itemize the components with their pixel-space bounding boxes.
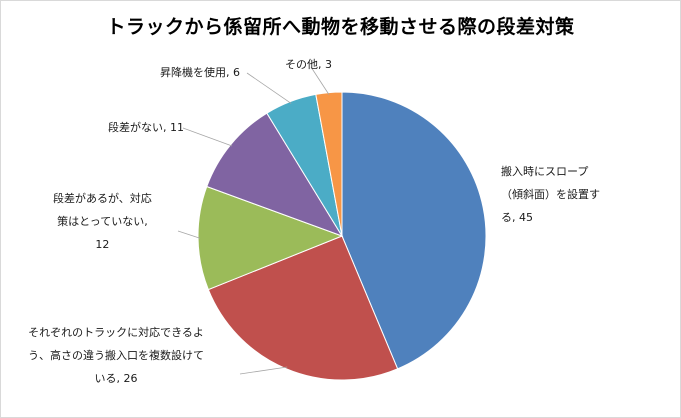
slice-label-line: 12 [95,238,110,251]
slice-label-line: 昇降機を使用, 6 [160,66,240,79]
slice-label-line: う、高さの違う搬入口を複数設けて [28,349,204,362]
chart-title: トラックから係留所へ動物を移動させる際の段差対策 [106,16,575,38]
leader-line-no-step [182,127,233,147]
pie-slice-multiple-entrances [207,235,399,381]
slice-label-no-step: 段差がない, 11 [108,116,184,139]
pie-slice-slope [341,91,487,370]
leader-line-other [310,66,330,95]
slice-label-line: る, 45 [501,211,533,224]
slice-label-line: （傾斜面）を設置す [501,188,600,201]
leader-line-multiple-entrances [239,366,288,375]
slice-label-line: 段差がない, 11 [108,121,184,134]
slice-label-multiple-entrances: それぞれのトラックに対応できるよ う、高さの違う搬入口を複数設けて いる, 26 [28,321,204,390]
slice-label-line: その他, 3 [285,58,332,71]
pie-slice-no-countermeasure [197,185,344,291]
slice-label-line: いる, 26 [94,372,138,385]
pie-slice-other [315,91,343,237]
slice-label-line: 段差があるが、対応 [53,192,152,205]
slice-label-line: 策はとっていない, [57,215,148,228]
slice-label-lift: 昇降機を使用, 6 [160,61,240,84]
leader-line-no-countermeasure [177,230,201,239]
slice-label-no-countermeasure: 段差があるが、対応 策はとっていない, 12 [53,187,152,256]
pie-slice-no-step [206,112,344,237]
slice-label-line: それぞれのトラックに対応できるよ [28,326,204,339]
slice-label-line: 搬入時にスロープ [501,165,589,178]
leader-line-lift [246,72,292,104]
slice-label-slope: 搬入時にスロープ （傾斜面）を設置す る, 45 [501,160,600,229]
slice-label-other: その他, 3 [285,53,332,76]
